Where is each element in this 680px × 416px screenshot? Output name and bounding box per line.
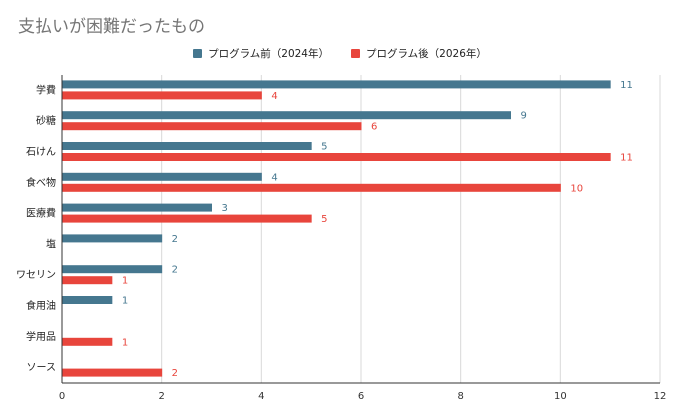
category-label: 砂糖: [36, 114, 56, 127]
data-label-before: 3: [222, 203, 228, 214]
data-label-before: 11: [620, 80, 633, 91]
legend-item-before[interactable]: プログラム前（2024年）: [193, 46, 329, 61]
bar-after: [62, 183, 561, 192]
bar-before: [62, 172, 262, 181]
data-label-after: 1: [122, 276, 128, 287]
category-label: ソース: [27, 363, 57, 374]
bar-after: [62, 122, 362, 131]
x-tick-label: 12: [654, 391, 667, 402]
bar-before: [62, 111, 511, 120]
data-label-after: 4: [271, 91, 277, 102]
chart-title: 支払いが困難だったもの: [18, 17, 205, 37]
data-label-after: 5: [321, 214, 327, 225]
category-label: 塩: [46, 237, 56, 250]
bar-before: [62, 203, 212, 212]
bar-before: [62, 265, 163, 274]
data-label-before: 1: [122, 296, 128, 307]
category-label: 学用品: [26, 330, 56, 343]
category-label: 食べ物: [26, 176, 56, 189]
legend-label-before: プログラム前（2024年）: [208, 48, 329, 60]
bar-after: [62, 153, 611, 161]
bar-after: [62, 214, 312, 223]
legend-swatch-before: [193, 49, 203, 58]
x-tick-label: 10: [554, 391, 567, 402]
legend: プログラム前（2024年） プログラム後（2026年）: [0, 46, 680, 61]
bar-after: [62, 276, 113, 285]
legend-label-after: プログラム後（2026年）: [366, 48, 487, 60]
x-tick-label: 2: [158, 391, 164, 402]
category-label: 医療費: [26, 207, 56, 220]
bar-before: [62, 234, 163, 243]
data-label-after: 1: [122, 337, 128, 348]
x-tick-label: 6: [358, 391, 364, 402]
data-label-before: 2: [172, 265, 178, 276]
data-label-before: 9: [521, 111, 527, 122]
bar-after: [62, 368, 163, 377]
data-label-before: 2: [172, 234, 178, 245]
data-label-before: 5: [321, 142, 327, 153]
bar-after: [62, 91, 262, 100]
bar-before: [62, 142, 312, 150]
bar-before: [62, 80, 611, 89]
data-label-after: 11: [620, 153, 633, 164]
bar-after: [62, 337, 113, 346]
category-label: 学費: [36, 83, 56, 96]
data-label-after: 10: [570, 183, 583, 194]
legend-item-after[interactable]: プログラム後（2026年）: [351, 46, 487, 61]
category-label: 石けん: [26, 146, 56, 158]
x-tick-label: 0: [59, 391, 65, 402]
data-label-after: 6: [371, 122, 377, 133]
bar-before: [62, 296, 113, 304]
data-label-after: 2: [172, 368, 178, 379]
category-label: ワセリン: [16, 269, 56, 281]
data-label-before: 4: [271, 172, 277, 183]
legend-swatch-after: [351, 49, 360, 58]
x-tick-label: 8: [457, 391, 463, 402]
category-label: 食用油: [26, 299, 56, 312]
x-tick-label: 4: [258, 391, 264, 402]
